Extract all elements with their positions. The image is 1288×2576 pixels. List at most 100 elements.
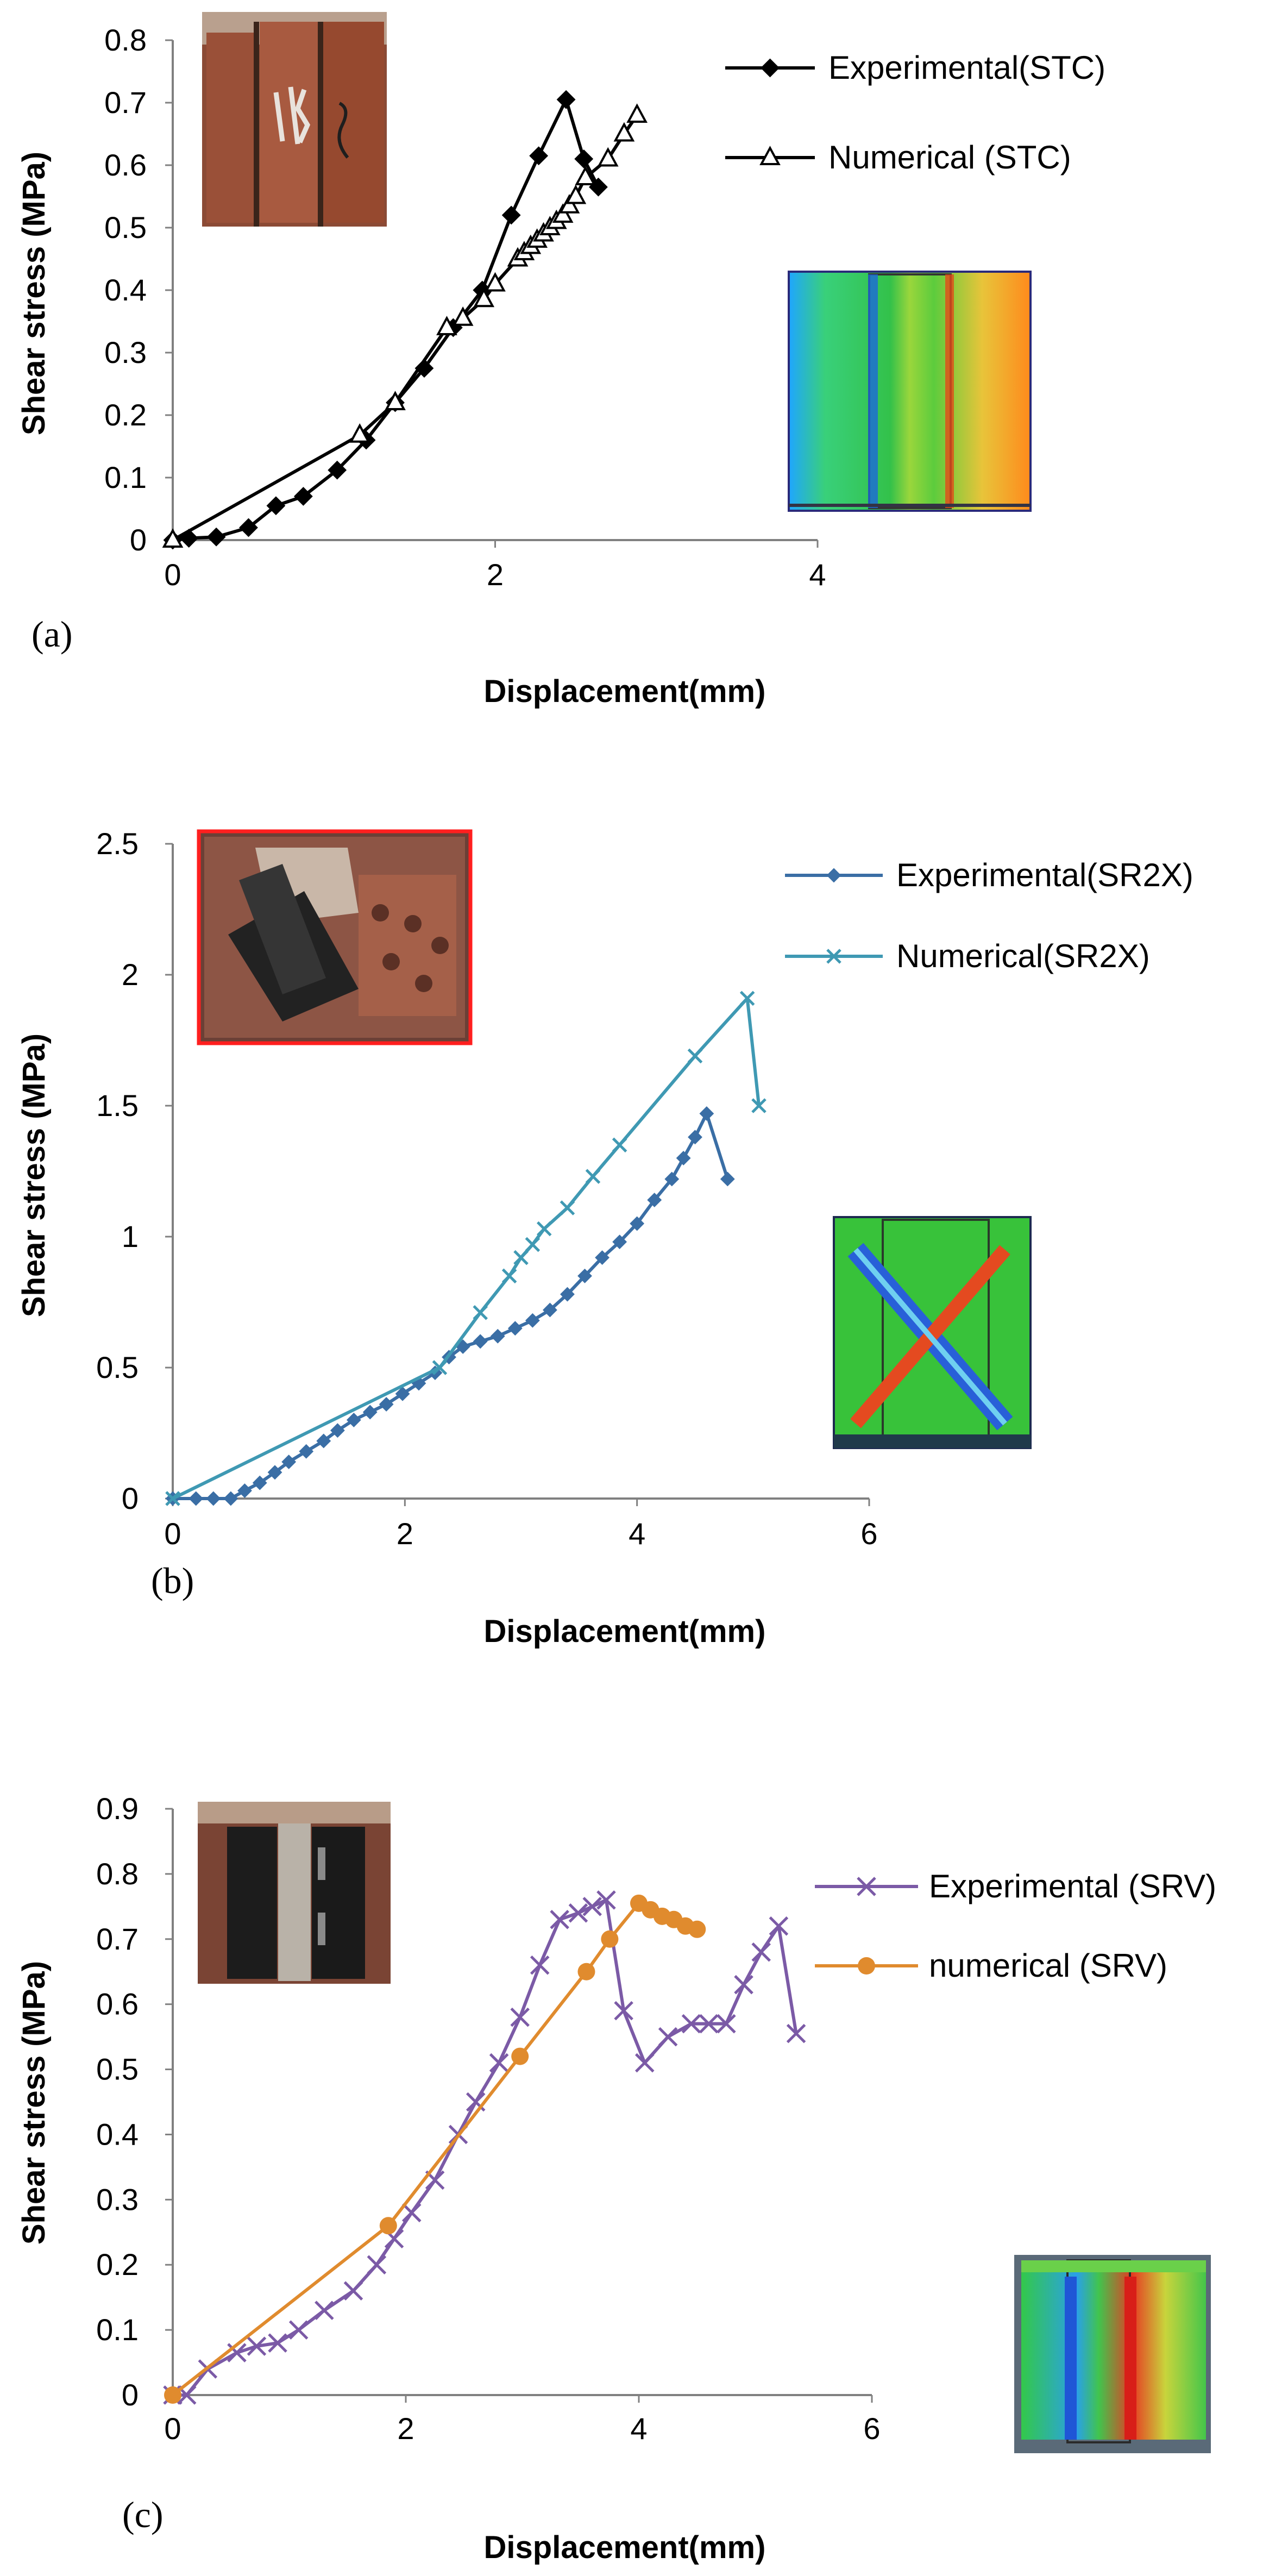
data-point [751, 1098, 766, 1113]
data-point [288, 2320, 309, 2340]
x-tick-label: 2 [397, 1516, 413, 1551]
data-point [530, 1955, 550, 1975]
x-axis-label-a: Displacement(mm) [484, 674, 766, 709]
data-point [687, 1048, 703, 1064]
data-point [595, 1250, 610, 1265]
y-tick-label: 2.5 [96, 826, 139, 861]
data-point [717, 2014, 736, 2034]
y-tick-label: 0 [122, 1481, 139, 1515]
data-point [558, 193, 580, 214]
data-point [401, 2203, 422, 2223]
y-tick-label: 0.7 [104, 85, 147, 120]
y-tick-label: 0.5 [96, 1350, 139, 1384]
data-point [293, 487, 313, 506]
data-point [529, 146, 549, 166]
x-axis-label-b: Displacement(mm) [484, 1614, 766, 1649]
legend-marker [761, 58, 780, 78]
legend-label: Experimental(STC) [828, 49, 1105, 86]
data-point [247, 2336, 267, 2356]
fem-contour-inset-b [833, 1216, 1032, 1449]
y-tick-label: 0.4 [104, 273, 147, 307]
data-point [699, 1106, 714, 1121]
data-point [525, 1237, 541, 1252]
x-tick-label: 2 [397, 2411, 414, 2446]
legend-label: numerical (SRV) [929, 1947, 1167, 1984]
data-point [330, 1423, 345, 1438]
data-point [596, 1890, 616, 1910]
data-point [634, 2053, 655, 2073]
data-point [227, 2343, 247, 2362]
data-point [585, 1169, 601, 1184]
fem-contour-inset-c [1014, 2255, 1211, 2453]
data-point [299, 1444, 314, 1459]
data-point [676, 1150, 691, 1165]
data-point [473, 1334, 488, 1349]
legend-label: Numerical (STC) [828, 139, 1071, 176]
x-axis-label-c: Displacement(mm) [484, 2530, 766, 2565]
y-tick-label: 0 [122, 2378, 139, 2412]
data-point [552, 203, 574, 223]
data-point [436, 316, 457, 335]
data-point [452, 306, 474, 326]
data-point [362, 1405, 378, 1420]
chart-panel-b: 0 0.5 1 1.5 2 2.5 0 2 4 6 Displacement(mm) Shear st… [16, 826, 1193, 1649]
legend-label: Experimental(SR2X) [896, 857, 1193, 893]
data-point [239, 518, 258, 537]
series-line [172, 996, 761, 1500]
data-point [614, 2001, 633, 2021]
y-tick-label: 0.1 [104, 460, 147, 494]
data-point [510, 2007, 530, 2027]
y-tick-label: 0.6 [104, 148, 147, 182]
data-point [485, 272, 506, 292]
y-tick-label: 0.2 [104, 398, 147, 432]
legend-entry-c-1: Experimental (SRV) [815, 1868, 1216, 1904]
data-point [574, 149, 594, 168]
data-point [734, 1975, 753, 1995]
y-tick-label: 2 [122, 957, 139, 992]
data-point [601, 1930, 619, 1948]
data-point [379, 2217, 397, 2235]
chart-panel-a: 0 0.1 0.2 0.3 0.4 0.5 0.6 0.7 0.8 0 2 4 Displacement… [16, 12, 1105, 709]
data-point [720, 1171, 735, 1187]
y-tick-label: 0.9 [96, 1791, 139, 1826]
data-point [164, 2386, 181, 2404]
y-tick-label: 1.5 [96, 1088, 139, 1123]
data-point [432, 1360, 448, 1375]
data-point [575, 166, 596, 185]
x-tick-label: 6 [863, 2411, 880, 2446]
data-point [328, 460, 347, 480]
legend-entry-a-2: Numerical (STC) [725, 139, 1071, 176]
data-point [473, 287, 495, 308]
data-point [681, 2014, 701, 2034]
data-point [658, 2027, 678, 2047]
y-tick-label: 0 [130, 523, 147, 557]
x-tick-label: 0 [164, 1516, 181, 1551]
data-point [577, 1963, 595, 1980]
series-line [173, 1112, 730, 1500]
data-point [613, 122, 635, 142]
y-tick-label: 1 [122, 1219, 139, 1253]
data-point [597, 147, 619, 167]
y-tick-label: 0.8 [96, 1857, 139, 1891]
series-a-2 [162, 103, 648, 548]
data-point [501, 1268, 517, 1284]
legend-marker [857, 1877, 876, 1896]
data-point [252, 1475, 267, 1490]
data-point [316, 1433, 331, 1449]
data-point [489, 2053, 509, 2073]
data-point [266, 496, 286, 516]
legend-marker [759, 146, 781, 165]
y-tick-label: 0.1 [96, 2312, 139, 2347]
data-point [165, 1491, 180, 1506]
data-point [206, 527, 226, 547]
data-point [786, 2023, 806, 2044]
data-point [612, 1234, 627, 1250]
data-point [395, 1386, 410, 1401]
x-tick-label: 6 [860, 1516, 877, 1551]
chart-panel-c: 0 0.1 0.2 0.3 0.4 0.5 0.6 0.7 0.8 0.9 0 2 4 6 Displace… [16, 1791, 1216, 2565]
data-point [490, 1328, 505, 1344]
data-point [612, 1137, 627, 1153]
y-tick-label: 0.8 [104, 23, 147, 57]
y-tick-label: 0.5 [104, 210, 147, 245]
data-point [511, 2047, 529, 2065]
